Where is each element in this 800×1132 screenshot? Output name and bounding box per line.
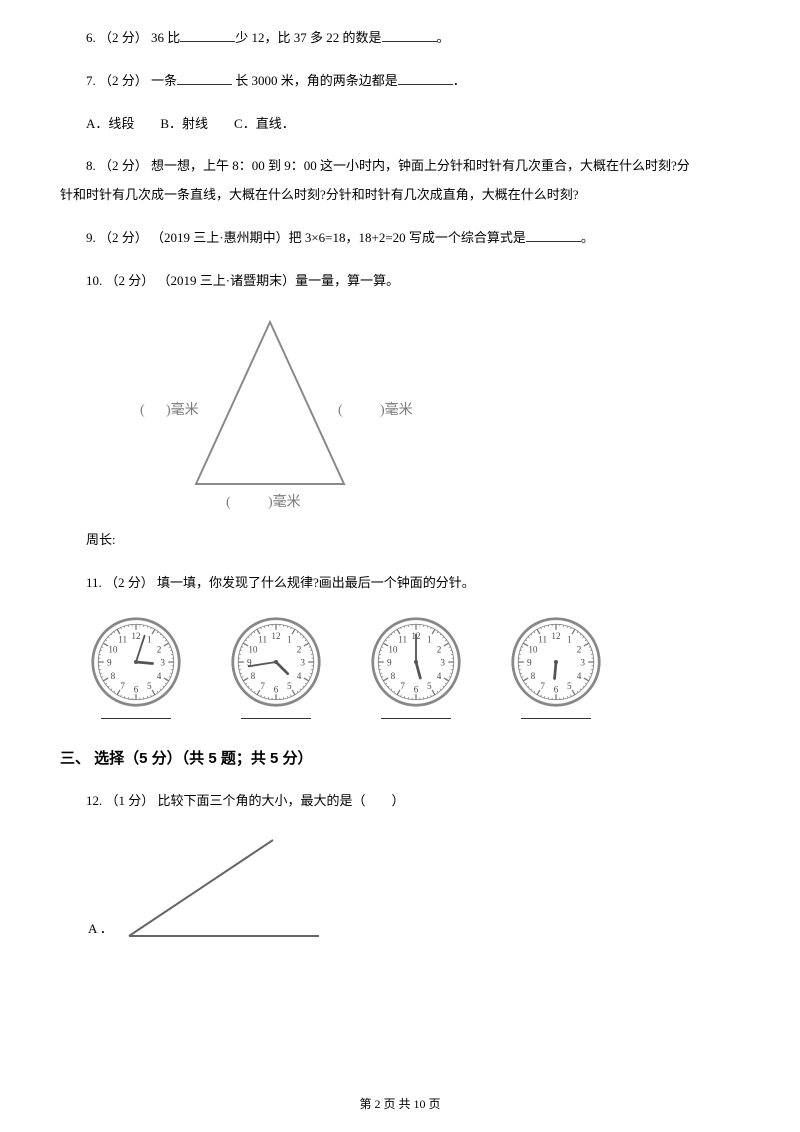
- q7-text-a: 7. （2 分） 一条: [86, 73, 177, 88]
- svg-text:7: 7: [400, 681, 405, 691]
- svg-text:4: 4: [577, 671, 582, 681]
- svg-text:6: 6: [414, 684, 419, 694]
- svg-text:5: 5: [147, 681, 152, 691]
- q6-blank-1: [180, 28, 235, 42]
- question-6: 6. （2 分） 36 比 少 12，比 37 多 22 的数是 。: [60, 28, 740, 49]
- svg-text:9: 9: [107, 658, 112, 668]
- svg-text:4: 4: [437, 671, 442, 681]
- svg-text:11: 11: [258, 635, 267, 645]
- svg-text:(: (: [338, 403, 343, 418]
- svg-text:7: 7: [540, 681, 545, 691]
- q6-text-c: 。: [437, 30, 450, 45]
- clock-1: 12 12 3 45678 9 1011: [90, 616, 182, 719]
- svg-text:(: (: [226, 495, 231, 510]
- svg-text:2: 2: [437, 644, 442, 654]
- clock-1-blank: [101, 718, 171, 719]
- svg-text:1: 1: [427, 635, 432, 645]
- svg-text:2: 2: [297, 644, 302, 654]
- q7-blank-1: [177, 71, 232, 85]
- question-7: 7. （2 分） 一条 长 3000 米，角的两条边都是 ．: [60, 71, 740, 92]
- clock-3-blank: [381, 718, 451, 719]
- q12-option-a-label: A ．: [88, 919, 113, 944]
- perimeter-label: 周长:: [60, 530, 740, 551]
- svg-text:3: 3: [160, 658, 165, 668]
- svg-text:11: 11: [538, 635, 547, 645]
- svg-text:6: 6: [554, 684, 559, 694]
- svg-text:3: 3: [440, 658, 445, 668]
- clock-2-blank: [241, 718, 311, 719]
- q6-blank-2: [382, 28, 437, 42]
- q6-text-a: 6. （2 分） 36 比: [86, 30, 180, 45]
- svg-text:9: 9: [527, 658, 532, 668]
- q7-options: A．线段 B．射线 C．直线．: [60, 114, 740, 135]
- svg-text:9: 9: [387, 658, 392, 668]
- question-11: 11. （2 分） 填一填，你发现了什么规律?画出最后一个钟面的分针。: [60, 573, 740, 594]
- svg-text:3: 3: [300, 658, 305, 668]
- svg-text:5: 5: [567, 681, 572, 691]
- svg-text:)毫米: )毫米: [380, 401, 413, 418]
- svg-text:7: 7: [260, 681, 265, 691]
- page-footer: 第 2 页 共 10 页: [0, 1095, 800, 1114]
- q12-option-a: A ．: [88, 834, 740, 944]
- svg-text:2: 2: [577, 644, 582, 654]
- angle-icon: [123, 834, 323, 944]
- q7-text-b: 长 3000 米，角的两条边都是: [232, 73, 398, 88]
- q7-blank-2: [398, 71, 453, 85]
- svg-text:10: 10: [388, 644, 398, 654]
- section-3-heading: 三、 选择（5 分）（共 5 题；共 5 分）: [60, 747, 740, 771]
- svg-text:)毫米: )毫米: [268, 493, 301, 510]
- svg-text:10: 10: [248, 644, 258, 654]
- svg-text:5: 5: [427, 681, 432, 691]
- svg-text:1: 1: [147, 635, 152, 645]
- svg-text:(: (: [140, 403, 145, 418]
- svg-text:12: 12: [551, 631, 561, 641]
- q9-text-b: 。: [581, 230, 594, 245]
- svg-text:8: 8: [391, 671, 396, 681]
- svg-text:10: 10: [108, 644, 118, 654]
- question-8-line2: 针和时针有几次成一条直线，大概在什么时刻?分针和时针有几次成直角，大概在什么时刻…: [60, 185, 740, 206]
- svg-text:4: 4: [157, 671, 162, 681]
- clock-4: 12 12 3 45678 9 1011: [510, 616, 602, 719]
- svg-text:3: 3: [580, 658, 585, 668]
- svg-text:12: 12: [131, 631, 141, 641]
- svg-text:1: 1: [567, 635, 572, 645]
- svg-text:6: 6: [134, 684, 139, 694]
- svg-text:5: 5: [287, 681, 292, 691]
- svg-text:8: 8: [111, 671, 116, 681]
- q7-text-c: ．: [453, 73, 466, 88]
- svg-text:11: 11: [398, 635, 407, 645]
- question-12: 12. （1 分） 比较下面三个角的大小，最大的是（ ）: [60, 791, 740, 812]
- clock-4-blank: [521, 718, 591, 719]
- svg-text:6: 6: [274, 684, 279, 694]
- clocks-row: 121234567891011 121234567891011 12123456…: [90, 616, 740, 719]
- question-8-line1: 8. （2 分） 想一想，上午 8：00 到 9：00 这一小时内，钟面上分针和…: [60, 156, 740, 177]
- svg-text:7: 7: [120, 681, 125, 691]
- svg-text:11: 11: [118, 635, 127, 645]
- svg-text:12: 12: [271, 631, 281, 641]
- clock-2: 121234567891011: [230, 616, 322, 719]
- svg-text:4: 4: [297, 671, 302, 681]
- clock-3: 121234567891011: [370, 616, 462, 719]
- q9-text-a: 9. （2 分） （2019 三上·惠州期中）把 3×6=18，18+2=20 …: [86, 230, 526, 245]
- q9-blank: [526, 228, 581, 242]
- q6-text-b: 少 12，比 37 多 22 的数是: [235, 30, 381, 45]
- triangle-figure: ( )毫米 ( )毫米 ( )毫米: [90, 314, 740, 521]
- svg-text:2: 2: [157, 644, 162, 654]
- svg-text:1: 1: [287, 635, 292, 645]
- svg-text:8: 8: [251, 671, 256, 681]
- svg-text:8: 8: [531, 671, 536, 681]
- question-9: 9. （2 分） （2019 三上·惠州期中）把 3×6=18，18+2=20 …: [60, 228, 740, 249]
- question-10: 10. （2 分） （2019 三上·诸暨期末）量一量，算一算。: [60, 271, 740, 292]
- svg-text:)毫米: )毫米: [166, 401, 199, 418]
- svg-text:10: 10: [528, 644, 538, 654]
